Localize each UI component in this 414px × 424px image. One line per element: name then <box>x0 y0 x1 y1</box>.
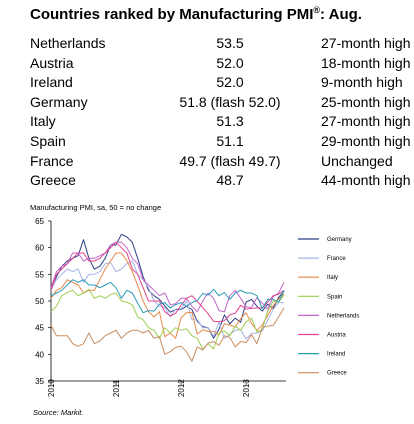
series-line-greece <box>50 307 285 362</box>
note-cell: 29-month high <box>321 132 411 149</box>
chart-subtitle: Manufacturing PMI, sa, 50 = no change <box>30 203 162 212</box>
table-row: Austria 52.0 18-month high <box>30 54 411 74</box>
country-cell: France <box>30 152 74 169</box>
series-line-netherlands <box>50 241 285 313</box>
country-cell: Germany <box>30 93 88 110</box>
x-tick-label: 2010 <box>47 379 56 397</box>
ranking-table: Netherlands 53.5 27-month high Austria 52.0 1… <box>30 34 411 191</box>
table-row: Germany 51.8 (flash 52.0) 25-month high <box>30 93 411 113</box>
legend-label-greece: Greece <box>327 371 347 377</box>
y-tick-label: 45 <box>35 324 44 333</box>
note-cell: 44-month high <box>321 172 411 189</box>
pmi-value-cell: 53.5 <box>216 35 244 51</box>
registered-mark: ® <box>313 5 321 15</box>
y-tick-label: 60 <box>35 244 44 253</box>
series-line-germany <box>50 233 285 339</box>
pmi-value-cell: 52.0 <box>216 54 244 71</box>
pmi-value-cell: 51.1 <box>216 132 244 149</box>
x-tick-label: 2012 <box>177 379 186 397</box>
table-row: Italy 51.3 27-month high <box>30 112 411 132</box>
legend-label-france: France <box>327 256 346 262</box>
legend-label-austria: Austria <box>327 333 346 339</box>
note-cell: 27-month high <box>321 35 411 51</box>
title-suffix: : Aug. <box>320 6 362 23</box>
x-tick-label: 2011 <box>112 379 121 397</box>
page-title: Countries ranked by Manufacturing PMI®: … <box>30 5 362 24</box>
y-tick-label: 65 <box>35 217 44 226</box>
legend-label-ireland: Ireland <box>327 352 345 358</box>
table-row: Netherlands 53.5 27-month high <box>30 34 411 54</box>
title-text: Countries ranked by Manufacturing PMI <box>30 6 314 23</box>
legend-label-italy: Italy <box>327 275 338 281</box>
y-tick-label: 55 <box>35 270 44 279</box>
series-line-spain <box>50 288 285 350</box>
x-tick-label: 2013 <box>242 379 251 397</box>
note-cell: Unchanged <box>321 152 393 169</box>
pmi-value-cell: 52.0 <box>216 74 244 91</box>
ranking-table-body: Netherlands 53.5 27-month high Austria 52.0 1… <box>30 34 411 191</box>
pmi-value-cell: 51.3 <box>216 113 244 130</box>
country-cell: Ireland <box>30 74 73 91</box>
source-note: Source: Markit. <box>33 408 84 417</box>
pmi-value-cell: 49.7 (flash 49.7) <box>179 152 281 169</box>
series-line-ireland <box>50 279 285 314</box>
legend-label-germany: Germany <box>327 237 352 243</box>
series-line-italy <box>50 252 285 339</box>
note-cell: 9-month high <box>321 74 403 91</box>
table-row: Greece 48.7 44-month high <box>30 171 411 191</box>
y-tick-label: 35 <box>35 377 44 386</box>
note-cell: 25-month high <box>321 93 411 110</box>
country-cell: Austria <box>30 54 74 71</box>
pmi-value-cell: 51.8 (flash 52.0) <box>179 93 281 110</box>
country-cell: Greece <box>30 172 76 189</box>
series-line-france <box>50 260 284 340</box>
legend-label-spain: Spain <box>327 294 342 300</box>
country-cell: Netherlands <box>30 35 106 51</box>
note-cell: 18-month high <box>321 54 411 71</box>
series-line-austria <box>50 241 285 323</box>
y-tick-label: 50 <box>35 297 44 306</box>
country-cell: Spain <box>30 132 66 149</box>
pmi-value-cell: 48.7 <box>216 172 244 189</box>
table-row: France 49.7 (flash 49.7) Unchanged <box>30 152 411 172</box>
note-cell: 27-month high <box>321 113 411 130</box>
table-row: Spain 51.1 29-month high <box>30 132 411 152</box>
country-cell: Italy <box>30 113 56 130</box>
y-tick-label: 40 <box>35 350 44 359</box>
table-row: Ireland 52.0 9-month high <box>30 73 411 93</box>
legend-label-netherlands: Netherlands <box>327 313 359 319</box>
